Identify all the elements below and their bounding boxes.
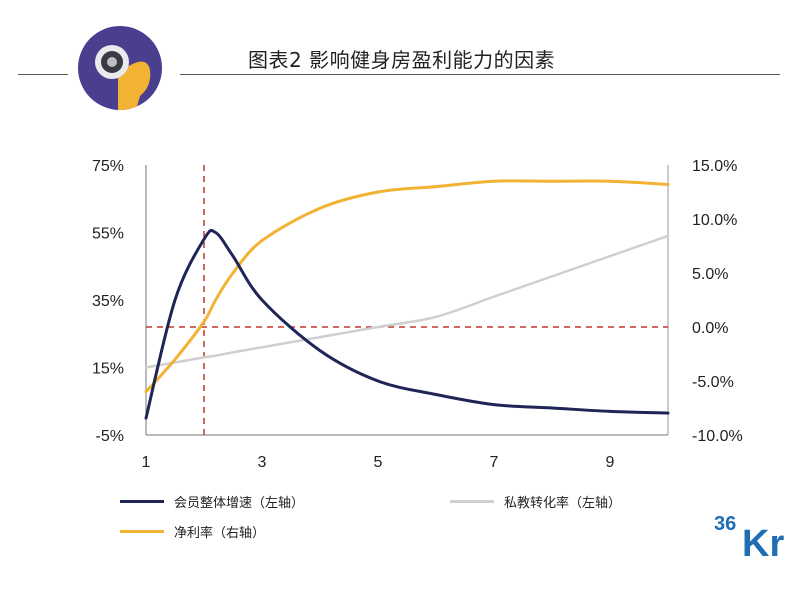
legend-item-member-growth: 会员整体增速（左轴）: [120, 492, 304, 511]
brand-text-kr: Kr: [742, 523, 784, 562]
x-tick-label: 9: [606, 454, 615, 471]
header-rule-right: [180, 74, 780, 75]
header: 图表2 影响健身房盈利能力的因素: [0, 0, 800, 120]
x-tick-label: 3: [258, 454, 267, 471]
series-line-net-margin: [144, 179, 670, 394]
legend-item-pt-conversion: 私教转化率（左轴）: [450, 492, 621, 511]
y-left-tick-label: 75%: [92, 158, 124, 175]
legend-label-net-margin: 净利率（右轴）: [174, 526, 266, 541]
line-chart: 75% 55% 35% 15% -5% 15.0% 10.0% 5.0% 0.0% -5.0% -1…: [92, 158, 743, 471]
series-line-member-growth: [144, 228, 670, 420]
legend-swatch-pt-conversion: [450, 500, 494, 503]
legend: 会员整体增速（左轴） 私教转化率（左轴） 净利率（右轴）: [0, 482, 800, 562]
x-tick-label: 5: [374, 454, 383, 471]
header-rule-left: [18, 74, 68, 75]
y-right-tick-label: 0.0%: [692, 320, 728, 337]
y-right-tick-label: -5.0%: [692, 374, 734, 391]
chart-title: 图表2 影响健身房盈利能力的因素: [248, 48, 556, 72]
x-tick-label: 1: [142, 454, 151, 471]
logo-icon: [78, 26, 162, 110]
y-right-tick-label: -10.0%: [692, 428, 743, 445]
brand-text-36: 36: [714, 513, 736, 535]
y-right-tick-label: 15.0%: [692, 158, 737, 175]
y-left-tick-label: -5%: [96, 428, 124, 445]
y-right-tick-label: 10.0%: [692, 212, 737, 229]
x-tick-label: 7: [490, 454, 499, 471]
y-left-tick-label: 35%: [92, 293, 124, 310]
series-line-pt-conversion: [144, 234, 670, 369]
legend-swatch-member-growth: [120, 500, 164, 503]
y-right-tick-label: 5.0%: [692, 266, 728, 283]
legend-label-member-growth: 会员整体增速（左轴）: [174, 496, 305, 511]
y-left-tick-label: 55%: [92, 226, 124, 243]
legend-label-pt-conversion: 私教转化率（左轴）: [504, 496, 622, 511]
chart-area: 75% 55% 35% 15% -5% 15.0% 10.0% 5.0% 0.0% -5.0% -1…: [0, 140, 800, 480]
legend-swatch-net-margin: [120, 530, 164, 533]
brand-logo: 36 Kr: [712, 506, 798, 565]
legend-item-net-margin: 净利率（右轴）: [120, 522, 265, 541]
y-left-tick-label: 15%: [92, 361, 124, 378]
